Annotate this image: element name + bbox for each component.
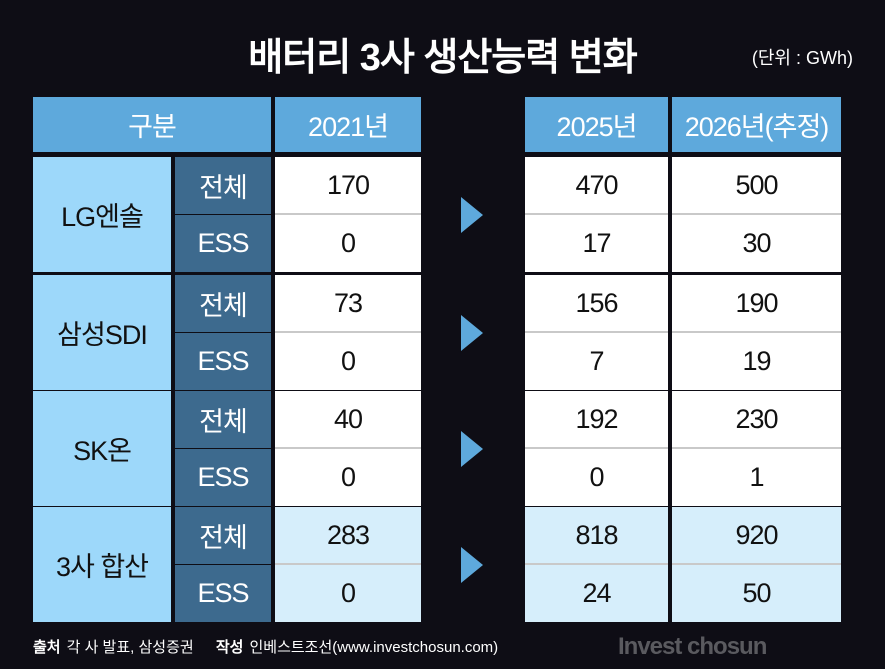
- value-cell: 0: [275, 449, 421, 506]
- author-text: 인베스트조선(www.investchosun.com): [249, 639, 499, 656]
- value-cell: 920: [672, 507, 841, 565]
- value-cell: 0: [525, 449, 668, 506]
- value-cell: 156: [525, 275, 668, 333]
- value-cell: 190: [672, 275, 841, 333]
- value-cell: 470: [525, 157, 668, 215]
- row-label: 전체: [175, 157, 271, 214]
- value-cell: 7: [525, 333, 668, 390]
- header-2026: 2026년(추정): [672, 97, 841, 152]
- value-cell: 30: [672, 215, 841, 272]
- row-label: ESS: [175, 449, 271, 506]
- arrow-right-icon: [461, 431, 483, 467]
- row-label: ESS: [175, 215, 271, 272]
- row-label: ESS: [175, 333, 271, 390]
- unit-label: (단위 : GWh): [751, 48, 853, 68]
- value-cell: 230: [672, 391, 841, 449]
- value-cell: 40: [275, 391, 421, 449]
- source-label: 출처: [33, 639, 61, 656]
- company-label: SK온: [33, 391, 171, 506]
- value-cell: 0: [275, 333, 421, 390]
- row-label: ESS: [175, 565, 271, 622]
- header-2021: 2021년: [275, 97, 421, 152]
- source-text: 각 사 발표, 삼성증권: [66, 639, 194, 656]
- company-label: 3사 합산: [33, 507, 171, 622]
- row-label: 전체: [175, 507, 271, 564]
- value-cell: 283: [275, 507, 421, 565]
- value-cell: 192: [525, 391, 668, 449]
- chart-title: 배터리 3사 생산능력 변화: [248, 37, 637, 79]
- value-cell: 1: [672, 449, 841, 506]
- company-label: LG엔솔: [33, 157, 171, 272]
- value-cell: 818: [525, 507, 668, 565]
- arrow-right-icon: [461, 197, 483, 233]
- row-label: 전체: [175, 391, 271, 448]
- value-cell: 170: [275, 157, 421, 215]
- arrow-right-icon: [461, 315, 483, 351]
- header-2025: 2025년: [525, 97, 668, 152]
- author-label: 작성: [215, 639, 244, 656]
- footer: 출처 각 사 발표, 삼성증권 작성 인베스트조선(www.investchosun…: [33, 636, 498, 657]
- value-cell: 73: [275, 275, 421, 333]
- value-cell: 24: [525, 565, 668, 622]
- company-label: 삼성SDI: [33, 275, 171, 390]
- value-cell: 17: [525, 215, 668, 272]
- value-cell: 500: [672, 157, 841, 215]
- value-cell: 0: [275, 565, 421, 622]
- row-label: 전체: [175, 275, 271, 332]
- value-cell: 0: [275, 215, 421, 272]
- value-cell: 50: [672, 565, 841, 622]
- header-category: 구분: [33, 97, 271, 152]
- arrow-right-icon: [461, 547, 483, 583]
- brand-logo: Invest chosun: [618, 633, 767, 660]
- value-cell: 19: [672, 333, 841, 390]
